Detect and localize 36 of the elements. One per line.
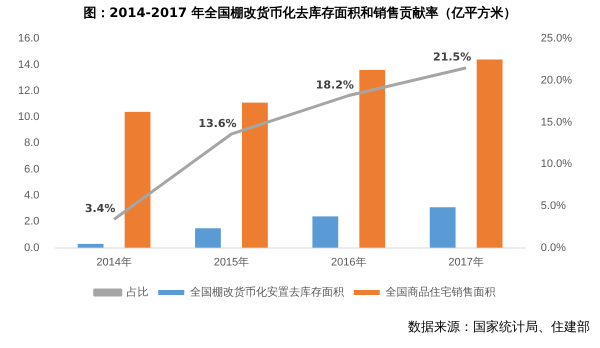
bar — [195, 228, 221, 248]
y2-tick-label: 25.0% — [540, 32, 572, 45]
bar — [124, 112, 150, 248]
data-label: 3.4% — [84, 202, 116, 216]
source-note: 数据来源：国家统计局、住建部 — [408, 319, 590, 336]
x-tick-label: 2016年 — [331, 256, 367, 268]
x-tick-label: 2015年 — [214, 256, 250, 268]
bar — [359, 70, 386, 248]
y2-tick-label: 15.0% — [540, 116, 572, 128]
data-label: 18.2% — [316, 78, 354, 92]
y2-tick-label: 5.0% — [540, 200, 566, 212]
y2-tick-label: 10.0% — [540, 158, 572, 170]
y-tick-label: 10.0 — [18, 111, 40, 124]
y-tick-label: 8.0 — [24, 137, 40, 150]
y-tick-label: 2.0 — [24, 216, 40, 228]
y2-tick-label: 0.0% — [540, 242, 566, 254]
bar — [430, 207, 456, 248]
bar — [476, 60, 503, 248]
y-tick-label: 0.0 — [24, 242, 40, 254]
data-label: 13.6% — [198, 116, 237, 130]
y-tick-label: 6.0 — [24, 163, 40, 176]
y2-tick-label: 20.0% — [540, 74, 572, 86]
data-label: 21.5% — [433, 50, 472, 64]
y-tick-label: 16.0 — [18, 32, 40, 45]
y-tick-label: 14.0 — [18, 58, 40, 71]
bar — [242, 102, 268, 248]
x-tick-label: 2014年 — [96, 256, 132, 268]
legend-label: 占比 — [126, 285, 148, 298]
legend-label: 全国棚改货币化安置去库存面积 — [190, 285, 344, 298]
chart-title: 图：2014-2017 年全国棚改货币化去库存面积和销售贡献率（亿平方米） — [82, 4, 518, 22]
x-tick-label: 2017年 — [448, 256, 484, 268]
legend-label: 全国商品住宅销售面积 — [385, 285, 496, 298]
bar — [312, 216, 338, 248]
y-tick-label: 12.0 — [18, 84, 40, 97]
y-tick-label: 4.0 — [24, 190, 40, 202]
bar — [78, 244, 104, 248]
